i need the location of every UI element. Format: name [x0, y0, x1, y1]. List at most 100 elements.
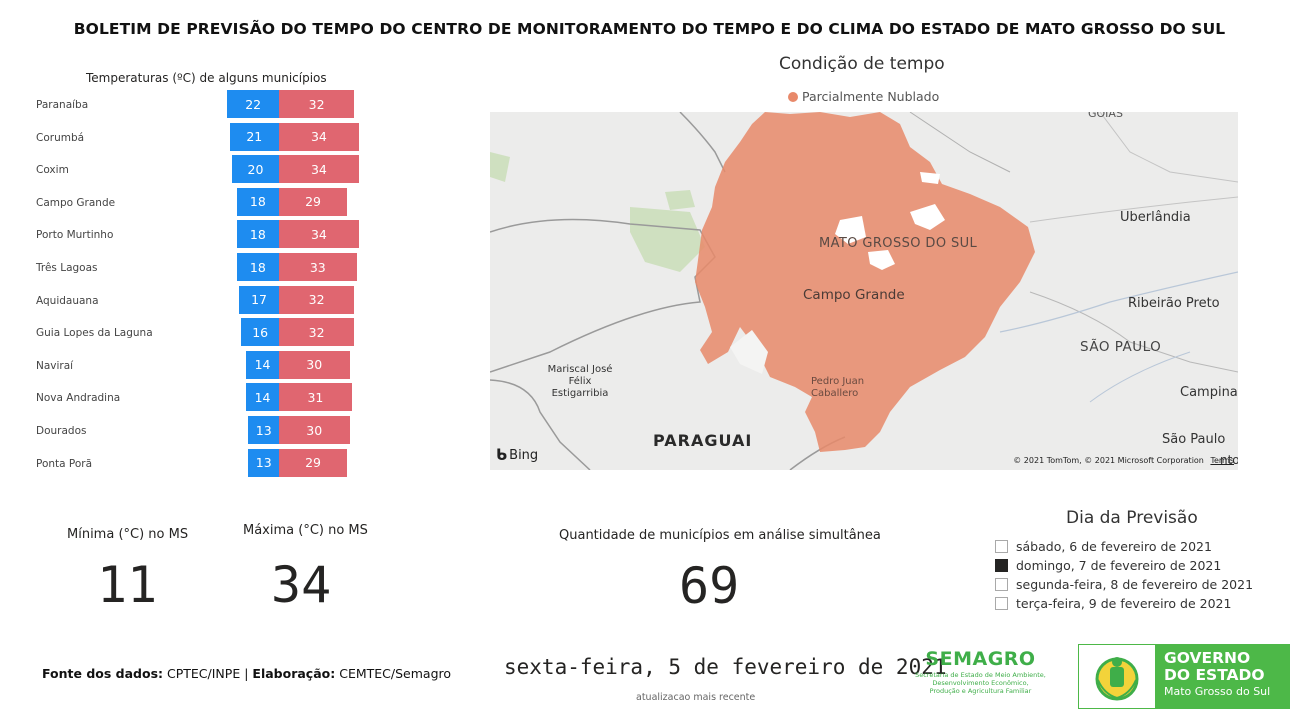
update-date-caption: atualizacao mais recente	[636, 692, 756, 703]
temperature-row[interactable]: Coxim 20 34	[0, 155, 400, 184]
checkbox-checked-icon[interactable]	[995, 559, 1008, 572]
max-temp-bar[interactable]: 30	[279, 350, 350, 379]
semagro-sub-line-1: Secretaria de Estado de Meio Ambiente,	[915, 671, 1046, 679]
source-separator: |	[244, 666, 249, 681]
min-temp-bar[interactable]: 18	[236, 220, 279, 249]
semagro-logo: SEMAGRO Secretaria de Estado de Meio Amb…	[908, 648, 1053, 695]
max-temp-bar[interactable]: 32	[279, 90, 355, 118]
update-date: sexta-feira, 5 de fevereiro de 2021	[504, 655, 947, 679]
forecast-day-label: segunda-feira, 8 de fevereiro de 2021	[1016, 577, 1254, 592]
forecast-day-option[interactable]: sábado, 6 de fevereiro de 2021	[995, 537, 1253, 556]
forecast-day-label: domingo, 7 de fevereiro de 2021	[1016, 558, 1222, 573]
min-temp-label: Mínima (°C) no MS	[67, 527, 189, 542]
forecast-day-slicer: sábado, 6 de fevereiro de 2021 domingo, 7…	[995, 537, 1253, 613]
city-label: Ponta Porã	[36, 457, 93, 470]
temperature-row[interactable]: Guia Lopes da Laguna 16 32	[0, 318, 400, 347]
max-temp-bar[interactable]: 32	[279, 318, 355, 347]
city-label: Corumbá	[36, 131, 85, 144]
municipality-count-value: 69	[679, 557, 740, 615]
temperature-row[interactable]: Dourados 13 30	[0, 416, 400, 444]
city-label: Três Lagoas	[36, 262, 98, 274]
temperature-row[interactable]: Porto Murtinho 18 34	[0, 220, 400, 249]
elaboration-value: CEMTEC/Semagro	[339, 666, 452, 681]
min-temp-bar[interactable]: 21	[229, 122, 279, 151]
page-title: BOLETIM DE PREVISÃO DO TEMPO DO CENTRO D…	[73, 20, 1226, 38]
attribution-text: © 2021 TomTom, © 2021 Microsoft Corporat…	[1013, 456, 1204, 465]
map-legend[interactable]: Parcialmente Nublado	[788, 89, 939, 104]
bing-logo: ᑲ Bing	[496, 446, 538, 464]
gov-line-3: Mato Grosso do Sul	[1164, 685, 1271, 698]
source-label: Fonte dos dados:	[42, 666, 164, 681]
temperature-chart-title: Temperaturas (ºC) de alguns municípios	[86, 71, 327, 85]
gov-line-2: DO ESTADO	[1164, 666, 1265, 684]
temperature-row[interactable]: Ponta Porã 13 29	[0, 448, 400, 477]
semagro-sub-line-2: Desenvolvimento Econômico,	[932, 679, 1029, 687]
forecast-day-label: sábado, 6 de fevereiro de 2021	[1016, 539, 1212, 554]
forecast-day-label: terça-feira, 9 de fevereiro de 2021	[1016, 596, 1232, 611]
legend-label: Parcialmente Nublado	[802, 89, 940, 104]
forecast-day-title: Dia da Previsão	[1066, 508, 1198, 528]
min-temp-bar[interactable]: 20	[232, 155, 279, 184]
map-label-mariscal: Mariscal José Félix Estigarribia	[547, 364, 613, 399]
city-label: Aquidauana	[36, 294, 99, 307]
semagro-sub-line-3: Produção e Agricultura Familiar	[929, 687, 1032, 695]
min-temp-bar[interactable]: 13	[248, 448, 279, 477]
temperature-row[interactable]: Aquidauana 17 32	[0, 285, 400, 314]
government-logo: GOVERNO DO ESTADO Mato Grosso do Sul	[1078, 644, 1290, 709]
government-text: GOVERNO DO ESTADO Mato Grosso do Sul	[1156, 644, 1270, 709]
min-temp-value: 11	[97, 556, 158, 614]
forecast-day-option[interactable]: terça-feira, 9 de fevereiro de 2021	[995, 594, 1253, 613]
min-temp-bar[interactable]: 14	[246, 350, 279, 379]
min-temp-bar[interactable]: 18	[236, 253, 279, 281]
max-temp-value: 34	[271, 556, 332, 614]
city-label: Campo Grande	[36, 196, 116, 209]
city-label: Coxim	[36, 164, 69, 177]
elaboration-label: Elaboração:	[252, 666, 336, 681]
city-label: Porto Murtinho	[36, 229, 114, 242]
map-label-uberlandia: Uberlândia	[1120, 210, 1191, 225]
map-label-goias: GOIÁS	[1088, 112, 1123, 120]
map-label-capital: Campo Grande	[803, 287, 905, 303]
min-temp-bar[interactable]: 14	[246, 383, 279, 412]
city-label: Naviraí	[36, 359, 74, 372]
forecast-day-option[interactable]: segunda-feira, 8 de fevereiro de 2021	[995, 575, 1253, 594]
city-label: Paranaíba	[36, 99, 89, 111]
max-temp-bar[interactable]: 34	[279, 155, 359, 184]
map-title: Condição de tempo	[779, 54, 945, 74]
temperature-row[interactable]: Paranaíba 22 32	[0, 90, 400, 118]
bing-icon: ᑲ	[496, 446, 508, 464]
map-label-state: MATO GROSSO DO SUL	[819, 236, 978, 251]
checkbox-icon[interactable]	[995, 597, 1008, 610]
min-temp-bar[interactable]: 22	[227, 90, 279, 118]
max-temp-bar[interactable]: 34	[279, 122, 359, 151]
semagro-subtitle: Secretaria de Estado de Meio Ambiente, D…	[908, 671, 1053, 695]
max-temp-bar[interactable]: 33	[279, 253, 357, 281]
bing-text: Bing	[509, 447, 539, 463]
city-label: Guia Lopes da Laguna	[36, 327, 153, 340]
min-temp-bar[interactable]: 13	[248, 416, 279, 444]
forecast-day-option[interactable]: domingo, 7 de fevereiro de 2021	[995, 556, 1253, 575]
temperature-row[interactable]: Nova Andradina 14 31	[0, 383, 400, 412]
map-label-sao-paulo-city: São Paulo	[1162, 432, 1226, 447]
map-label-paraguai: PARAGUAI	[653, 431, 753, 450]
map-label-santos: nto	[1220, 453, 1238, 467]
min-temp-bar[interactable]: 16	[241, 318, 279, 347]
max-temp-bar[interactable]: 32	[279, 285, 355, 314]
temperature-row[interactable]: Três Lagoas 18 33	[0, 253, 400, 281]
checkbox-icon[interactable]	[995, 540, 1008, 553]
temperature-row[interactable]: Naviraí 14 30	[0, 350, 400, 379]
max-temp-bar[interactable]: 31	[279, 383, 352, 412]
temperature-row[interactable]: Campo Grande 18 29	[0, 187, 400, 216]
weather-map[interactable]: MATO GROSSO DO SUL Campo Grande Uberlând…	[490, 112, 1238, 470]
min-temp-bar[interactable]: 17	[239, 285, 279, 314]
temperature-row[interactable]: Corumbá 21 34	[0, 122, 400, 151]
checkbox-icon[interactable]	[995, 578, 1008, 591]
max-temp-bar[interactable]: 29	[279, 187, 348, 216]
max-temp-bar[interactable]: 34	[279, 220, 359, 249]
min-temp-bar[interactable]: 18	[236, 187, 279, 216]
max-temp-bar[interactable]: 30	[279, 416, 350, 444]
max-temp-label: Máxima (°C) no MS	[243, 523, 368, 538]
source-value: CPTEC/INPE	[167, 666, 241, 681]
terms-link[interactable]: Terms	[1210, 456, 1234, 465]
max-temp-bar[interactable]: 29	[279, 448, 348, 477]
